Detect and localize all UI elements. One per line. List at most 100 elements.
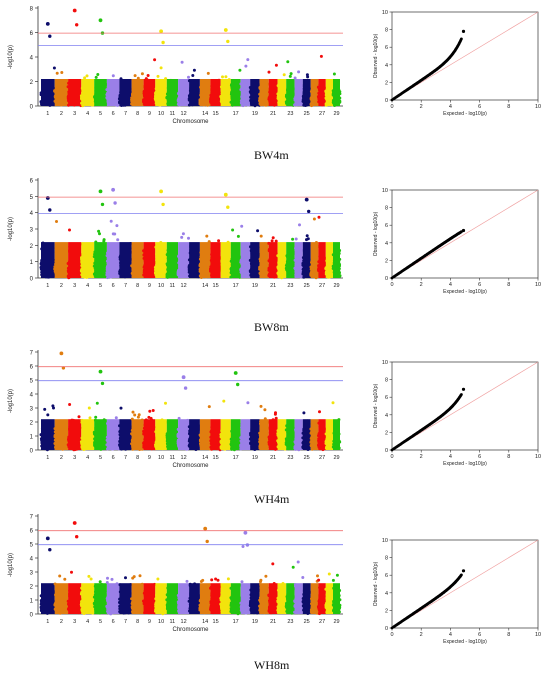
snp-density-block — [277, 242, 287, 278]
snp-point — [187, 236, 190, 240]
snp-point — [298, 223, 301, 227]
panel-bw4m: 0 2 4 6 8 -log10(p) 1 2 3 4 5 6 7 8 9 10 11 12 14 15 17 19 21 2… — [0, 0, 550, 170]
snp-density-block — [259, 242, 269, 278]
snp-density-block — [259, 79, 269, 106]
snp-density-block — [250, 79, 260, 106]
snp-point — [113, 232, 117, 236]
snp-point — [187, 75, 190, 79]
snp-density-block — [68, 242, 82, 278]
snp-point — [206, 71, 210, 75]
snp-density-block — [277, 79, 287, 106]
qq-point — [460, 37, 463, 41]
qq-points — [390, 29, 466, 102]
snp-point — [94, 75, 98, 79]
chromosome-tick-label: 15 — [213, 111, 219, 117]
qq-x-tick-label: 8 — [507, 104, 510, 110]
snp-point — [221, 75, 224, 79]
snp-density-block — [199, 79, 211, 106]
y-tick-label: 8 — [30, 7, 34, 13]
snp-density-block — [333, 79, 340, 106]
snp-point — [55, 220, 58, 223]
snp-density-block — [302, 242, 311, 278]
qq-point — [461, 29, 466, 33]
qq-y-tick-label: 8 — [385, 28, 388, 34]
peak-snp-point — [161, 40, 165, 45]
snp-point — [97, 229, 101, 233]
snp-density-block — [220, 242, 231, 278]
snp-density-block — [155, 79, 167, 106]
snp-point — [111, 74, 115, 78]
snp-density-block — [325, 79, 333, 106]
chromosome-tick-label: 19 — [252, 111, 258, 117]
snp-density-block — [41, 79, 55, 106]
snp-density-block — [230, 242, 241, 278]
qq-x-tick-label: 4 — [449, 104, 452, 110]
chromosome-tick-label: 23 — [287, 111, 293, 117]
snp-density-block — [210, 242, 221, 278]
snp-density-block — [210, 79, 221, 106]
snp-point — [306, 237, 310, 241]
snp-point — [270, 239, 274, 243]
y-tick-label: 4 — [30, 56, 34, 62]
peak-snp-point — [72, 8, 77, 13]
y-axis-label: -log10(p) — [8, 45, 14, 69]
snp-density-block — [310, 79, 319, 106]
y-tick-label: 2 — [30, 244, 34, 250]
panel-bw8m: 0 1 2 3 4 5 6 -log10(p) 1 2 3 4 5 6 7 8 9 10 11 12 14 15 17 19 2… — [0, 172, 550, 342]
snp-density-block — [94, 242, 107, 278]
snp-point — [291, 237, 295, 241]
qq-frame — [391, 11, 539, 101]
chromosome-tick-label: 2 — [60, 111, 63, 117]
snp-point — [98, 232, 101, 236]
snp-density-block — [189, 242, 200, 278]
y-tick-label: 6 — [30, 31, 34, 37]
snp-density-block — [240, 79, 251, 106]
snp-point — [60, 71, 64, 74]
snp-point — [156, 74, 160, 78]
snp-point — [192, 68, 196, 72]
snp-density-block — [131, 242, 144, 278]
snp-point — [289, 72, 293, 76]
snp-point — [224, 75, 228, 79]
snp-point — [102, 239, 106, 243]
snp-density-block — [286, 242, 295, 278]
peak-snp-point — [98, 18, 103, 23]
snp-density-block — [94, 79, 107, 106]
snp-point — [116, 238, 120, 242]
snp-density-block — [268, 79, 278, 106]
snp-points — [39, 215, 342, 280]
snp-point — [267, 70, 271, 74]
chromosome-tick-label: 27 — [319, 111, 325, 117]
qq-x-tick-label: 0 — [390, 104, 393, 110]
qq-y-tick-label: 4 — [385, 63, 388, 69]
snp-point — [85, 74, 89, 78]
snp-point — [205, 234, 209, 238]
snp-density-block — [178, 79, 190, 106]
snp-point — [240, 224, 244, 228]
snp-point — [55, 71, 59, 75]
qq-diagonal-line — [391, 11, 539, 101]
snp-density-block — [119, 79, 132, 106]
chromosome-tick-label: 8 — [136, 111, 139, 117]
snp-density-block — [81, 242, 95, 278]
y-tick-label: 1 — [30, 260, 34, 266]
y-tick-label: 6 — [30, 179, 34, 185]
peak-snp-point — [223, 28, 228, 32]
snp-point — [109, 219, 113, 223]
snp-density-block — [106, 79, 120, 106]
snp-points — [39, 54, 342, 108]
snp-point — [133, 74, 137, 78]
y-tick-label: 4 — [30, 211, 34, 217]
chromosome-tick-label: 21 — [270, 111, 276, 117]
chromosome-tick-label: 17 — [233, 111, 239, 117]
peak-snp-point — [226, 39, 230, 44]
snp-point — [274, 239, 278, 243]
snp-point — [52, 66, 56, 70]
snp-density-block — [68, 79, 82, 106]
snp-point — [256, 229, 260, 233]
chromosome-tick-label: 29 — [333, 111, 339, 117]
snp-density-block — [189, 79, 200, 106]
y-axis-label: -log10(p) — [8, 217, 14, 241]
qq-x-tick-label: 10 — [535, 104, 541, 110]
